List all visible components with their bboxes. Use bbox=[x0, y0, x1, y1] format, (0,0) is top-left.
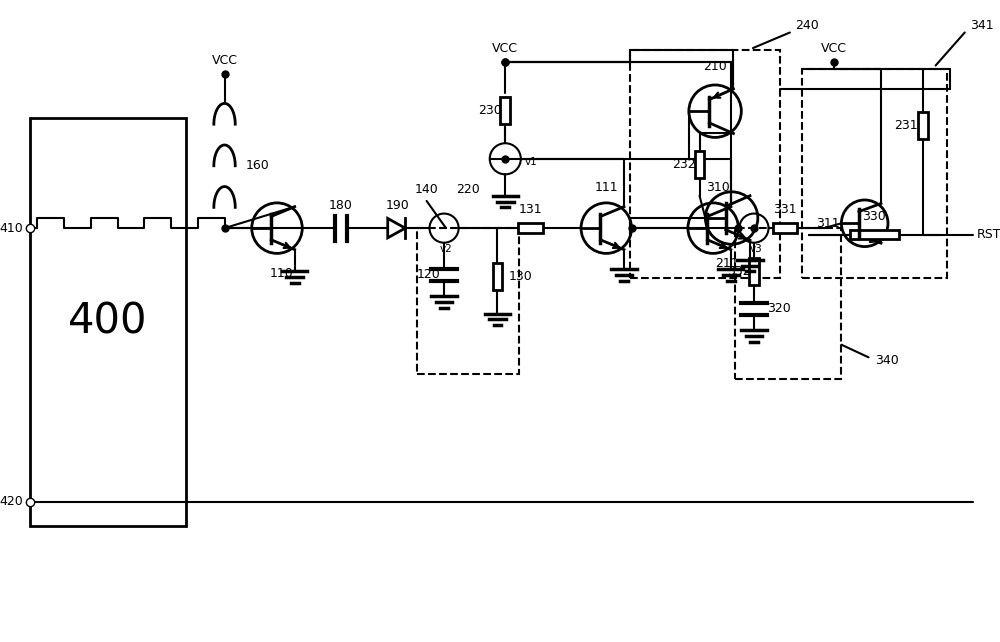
Bar bbox=[749, 258, 759, 286]
Text: 231: 231 bbox=[894, 119, 917, 132]
Text: 232: 232 bbox=[672, 158, 696, 171]
Text: 311: 311 bbox=[816, 217, 840, 230]
Text: 220: 220 bbox=[456, 184, 480, 196]
Text: v3: v3 bbox=[750, 245, 762, 254]
Text: 230: 230 bbox=[478, 104, 502, 117]
Bar bbox=[518, 223, 543, 233]
Bar bbox=[500, 96, 510, 124]
Text: 320: 320 bbox=[768, 302, 791, 315]
Bar bbox=[802, 69, 947, 278]
Bar bbox=[417, 228, 519, 374]
Text: 190: 190 bbox=[386, 199, 409, 212]
Text: 310: 310 bbox=[706, 181, 730, 195]
Text: 130: 130 bbox=[508, 270, 532, 283]
Text: 211: 211 bbox=[715, 257, 739, 270]
Text: 330: 330 bbox=[863, 210, 886, 223]
Text: 140: 140 bbox=[415, 183, 438, 196]
Text: 120: 120 bbox=[417, 268, 441, 281]
Bar bbox=[773, 223, 797, 233]
Text: 400: 400 bbox=[68, 301, 148, 343]
Text: 240: 240 bbox=[795, 19, 818, 31]
Text: 111: 111 bbox=[594, 181, 618, 195]
Bar bbox=[630, 50, 780, 278]
Text: v2: v2 bbox=[440, 245, 452, 254]
Text: 110: 110 bbox=[270, 266, 294, 280]
Text: VCC: VCC bbox=[492, 42, 518, 55]
Text: 210: 210 bbox=[703, 60, 727, 73]
Text: 340: 340 bbox=[875, 354, 899, 367]
Text: VCC: VCC bbox=[212, 55, 238, 67]
Bar bbox=[918, 112, 928, 139]
Text: 332: 332 bbox=[727, 265, 750, 279]
Bar bbox=[30, 118, 186, 526]
Text: RST: RST bbox=[976, 228, 1000, 241]
Text: 180: 180 bbox=[329, 199, 353, 212]
Bar bbox=[850, 230, 899, 239]
Bar bbox=[735, 228, 841, 379]
Text: 420: 420 bbox=[0, 495, 23, 508]
Text: 341: 341 bbox=[970, 19, 993, 31]
Text: 410: 410 bbox=[0, 221, 23, 234]
Text: 160: 160 bbox=[246, 159, 270, 172]
Text: 331: 331 bbox=[773, 203, 797, 216]
Text: 131: 131 bbox=[519, 203, 542, 216]
Text: VCC: VCC bbox=[821, 42, 847, 55]
Bar bbox=[695, 151, 704, 178]
Text: v1: v1 bbox=[525, 157, 537, 167]
Bar bbox=[493, 263, 502, 290]
